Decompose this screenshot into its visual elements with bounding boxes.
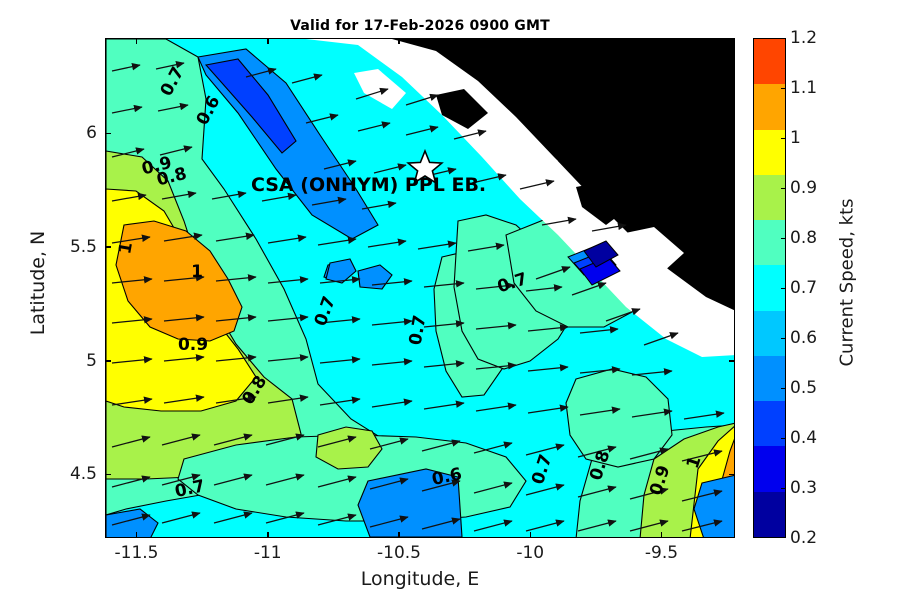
y-tick-label: 4.5 — [69, 464, 97, 485]
y-tick-mark — [105, 360, 111, 362]
colorbar-label: Current Speed, kts — [836, 198, 858, 367]
x-axis-label: Longitude, E — [360, 568, 480, 590]
colorbar-tick-label: 0.6 — [790, 328, 818, 348]
colorbar-tick-mark — [781, 288, 786, 290]
colorbar-band — [754, 310, 785, 356]
x-tick-mark — [660, 532, 663, 538]
colorbar-tick-label: 0.2 — [790, 528, 818, 548]
colorbar-tick-label: 0.7 — [790, 278, 818, 298]
patch-0.4-0.5-nw — [204, 58, 297, 154]
current-vectors — [111, 61, 725, 532]
contour-label: 0.9 — [178, 335, 208, 355]
colorbar-tick-label: 1.2 — [790, 28, 818, 48]
page-title: Valid for 17-Feb-2026 0900 GMT — [290, 18, 550, 34]
colorbar-tick-mark — [781, 388, 786, 390]
contour-label: 1 — [191, 262, 203, 282]
x-tick-mark — [135, 532, 138, 538]
patch-0.5-0.6-bottom — [357, 468, 463, 537]
colorbar-tick-mark — [781, 188, 786, 190]
y-tick-label: 6 — [86, 123, 97, 144]
colorbar-tick-label: 1 — [790, 128, 801, 148]
y-tick-mark — [105, 473, 111, 476]
y-tick-mark — [105, 132, 111, 135]
site-label: CSA (ONHYM) PPL EB. — [251, 174, 486, 196]
colorbar-band — [754, 401, 785, 447]
y-tick-label: 5 — [86, 350, 97, 371]
y-tick-mark — [729, 360, 735, 362]
colorbar-band — [754, 220, 785, 266]
colorbar-tick-label: 0.5 — [790, 378, 818, 398]
colorbar-band — [754, 129, 785, 175]
coast-notch-c — [616, 227, 684, 273]
site-star-icon — [406, 148, 444, 185]
y-tick-mark — [729, 246, 735, 248]
colorbar-band — [754, 39, 785, 85]
colorbar-band — [754, 265, 785, 311]
contour-plot[interactable]: 0.7 0.6 0.9 0.8 1 1 0.9 0.8 0.7 0.7 0.7 0.7 0.6 0.7 0.… — [105, 38, 735, 538]
band-1.0-1.1-west — [115, 220, 243, 342]
x-tick-mark — [529, 38, 532, 44]
colorbar-band — [754, 446, 785, 492]
x-tick-label: -11.5 — [114, 543, 159, 563]
colorbar-tick-mark — [781, 88, 786, 90]
x-tick-mark — [267, 532, 269, 538]
x-tick-label: -9.5 — [644, 543, 679, 563]
coast-bulge-b — [576, 181, 630, 225]
patch-0.5-0.6-c — [357, 264, 393, 290]
coast-bulge-a — [436, 89, 488, 129]
y-tick-mark — [105, 246, 111, 248]
contour-label: 1 — [115, 241, 137, 256]
colorbar-tick-mark — [781, 488, 786, 490]
colorbar-tick-label: 0.8 — [790, 228, 818, 248]
contour-label: 1 — [683, 454, 706, 471]
colorbar-tick-label: 0.9 — [790, 178, 818, 198]
y-axis-ticks: 4.5 5 5.5 6 — [0, 0, 97, 600]
colorbar-tick-label: 0.3 — [790, 478, 818, 498]
coastal-slow-stripe — [567, 240, 621, 286]
colorbar-band — [754, 174, 785, 221]
colorbar-band — [754, 84, 785, 130]
patch-0.5-0.6-se — [693, 474, 734, 537]
x-tick-mark — [135, 38, 138, 44]
colorbar-tick-mark — [781, 238, 786, 240]
x-tick-label: -10.5 — [377, 543, 421, 563]
colorbar-tick-label: 1.1 — [790, 78, 818, 98]
colorbar-band — [754, 491, 785, 537]
site-annotation: CSA (ONHYM) PPL EB. — [251, 148, 486, 196]
y-axis-label: Latitude, N — [27, 230, 49, 336]
y-tick-mark — [729, 132, 735, 135]
x-tick-mark — [398, 532, 400, 538]
colorbar-tick-mark — [781, 338, 786, 340]
x-tick-mark — [267, 38, 269, 44]
colorbar-tick-mark — [781, 438, 786, 440]
y-tick-mark — [729, 473, 735, 476]
x-tick-mark — [529, 532, 532, 538]
colorbar-tick-mark — [781, 138, 786, 140]
x-tick-label: -10 — [516, 543, 545, 563]
x-tick-mark — [660, 38, 663, 44]
x-tick-label: -11 — [253, 543, 282, 563]
colorbar[interactable] — [753, 38, 786, 538]
colorbar-band — [754, 355, 785, 402]
patch-0.5-0.6-b — [325, 258, 357, 284]
coast-notch-b — [498, 135, 558, 179]
x-tick-mark — [398, 38, 400, 44]
landmass — [330, 39, 734, 311]
band-0.8-0.9-south — [315, 426, 383, 470]
y-tick-label: 5.5 — [69, 237, 97, 258]
colorbar-tick-label: 0.4 — [790, 428, 818, 448]
